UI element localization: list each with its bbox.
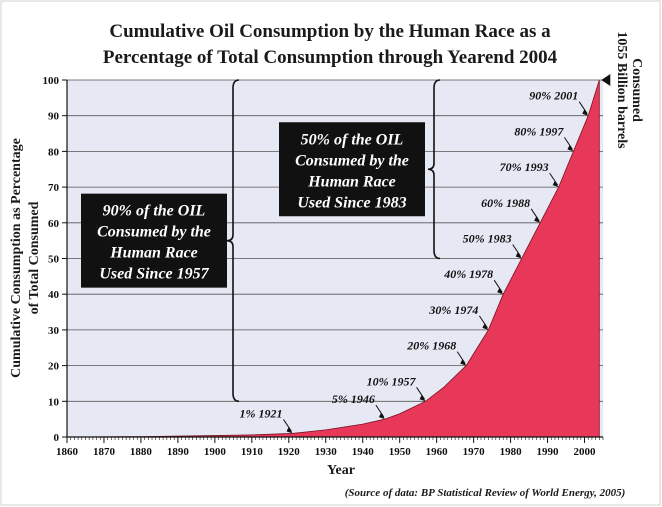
x-tick-label: 1960 [426,446,449,458]
milestone-arrowhead [460,359,467,366]
y-tick-label: 100 [43,75,60,87]
y-tick-label: 0 [54,432,60,444]
plot-area: 0 10 20 30 40 50 60 70 80 90 100 1860 1870 1880 1890 19… [43,74,611,458]
milestone-arrowhead [515,252,522,259]
x-tick-label: 1880 [130,446,153,458]
milestone-arrowhead [482,323,489,330]
milestone-label: 80% 1997 [514,124,564,138]
y-axis-label-line-2: of Total Consumed [27,201,42,314]
x-tick-label: 1940 [352,446,375,458]
y-tick-label: 30 [48,325,60,337]
callout-1983-line: Used Since 1983 [297,194,406,211]
x-tick-label: 1860 [56,446,79,458]
milestone-arrow [493,279,503,293]
x-tick-label: 1890 [167,446,190,458]
milestone-arrowhead [286,427,293,434]
y-tick-label: 70 [48,182,60,194]
x-tick-label: 1930 [315,446,338,458]
x-tick-label: 1970 [463,446,486,458]
milestone-arrow [456,351,466,364]
callout-1983-box [279,122,425,217]
milestone-arrow [283,419,292,432]
source-note: (Source of data: BP Statistical Review o… [345,487,626,499]
milestone-arrow [549,172,559,186]
milestone-label: 30% 1974 [428,303,478,317]
callout-1957-line: Consumed by the [97,224,211,241]
milestone-arrow [564,137,573,150]
x-axis-label: Year [327,463,355,478]
x-tick-label: 1950 [389,446,412,458]
y-tick-label: 90 [48,111,60,123]
brace-since-1983 [427,79,441,260]
milestone-arrowhead [552,181,559,188]
callout-1983-line: Consumed by the [295,152,409,169]
milestone-label: 5% 1946 [332,392,375,406]
milestone-label: 20% 1968 [406,339,456,353]
milestone-arrow [530,208,540,222]
milestone-arrowhead [534,216,541,223]
callout-1957-box [81,193,227,288]
milestone-arrow [375,404,385,418]
milestone-label: 60% 1988 [481,196,530,210]
milestone-arrow [416,387,425,400]
callout-1957-line: Used Since 1957 [99,266,209,283]
milestone-arrow [512,244,522,257]
x-tick-label: 1990 [537,446,560,458]
callout-1983-line: 50% of the OIL [301,131,404,148]
chart-title-line-1: Cumulative Oil Consumption by the Human … [109,21,551,42]
x-tick-label: 1910 [241,446,264,458]
x-tick-label: 1920 [278,446,301,458]
y-tick-label: 10 [48,396,60,408]
chart-title-line-2: Percentage of Total Consumption through … [103,47,558,68]
endpoint-arrowhead [601,74,611,86]
milestone-arrowhead [567,145,574,152]
callout-1983-line: Human Race [307,173,396,190]
x-tick-label: 2000 [574,446,597,458]
callout-1957-line: 90% of the OIL [103,203,206,220]
milestone-label: 10% 1957 [367,374,417,388]
milestone-label: 70% 1993 [500,160,549,174]
milestone-arrowhead [378,413,385,420]
milestone-label: 1% 1921 [239,406,282,420]
milestone-arrowhead [582,109,589,116]
milestone-label: 50% 1983 [463,232,512,246]
endpoint-label-line-1: 1055 Billion barrels [614,31,629,149]
consumption-area [66,79,600,438]
milestone-arrowhead [419,395,426,402]
x-tick-label: 1870 [93,446,116,458]
endpoint-label-line-2: Consumed [629,58,644,122]
y-axis-label-line-1: Cumulative Consumption as Percentage [9,138,24,378]
y-tick-label: 20 [48,361,60,373]
milestone-label: 40% 1978 [443,267,493,281]
y-tick-label: 80 [48,146,60,158]
milestone-arrowhead [497,288,504,295]
milestone-label: 90% 2001 [529,89,578,103]
y-tick-label: 60 [48,218,60,230]
x-tick-label: 1900 [204,446,227,458]
x-tick-label: 1980 [500,446,523,458]
callout-1957-line: Human Race [109,245,198,262]
milestone-arrow [578,101,588,114]
y-tick-label: 50 [48,254,60,266]
milestone-arrow [478,315,488,329]
y-tick-label: 40 [48,289,60,301]
